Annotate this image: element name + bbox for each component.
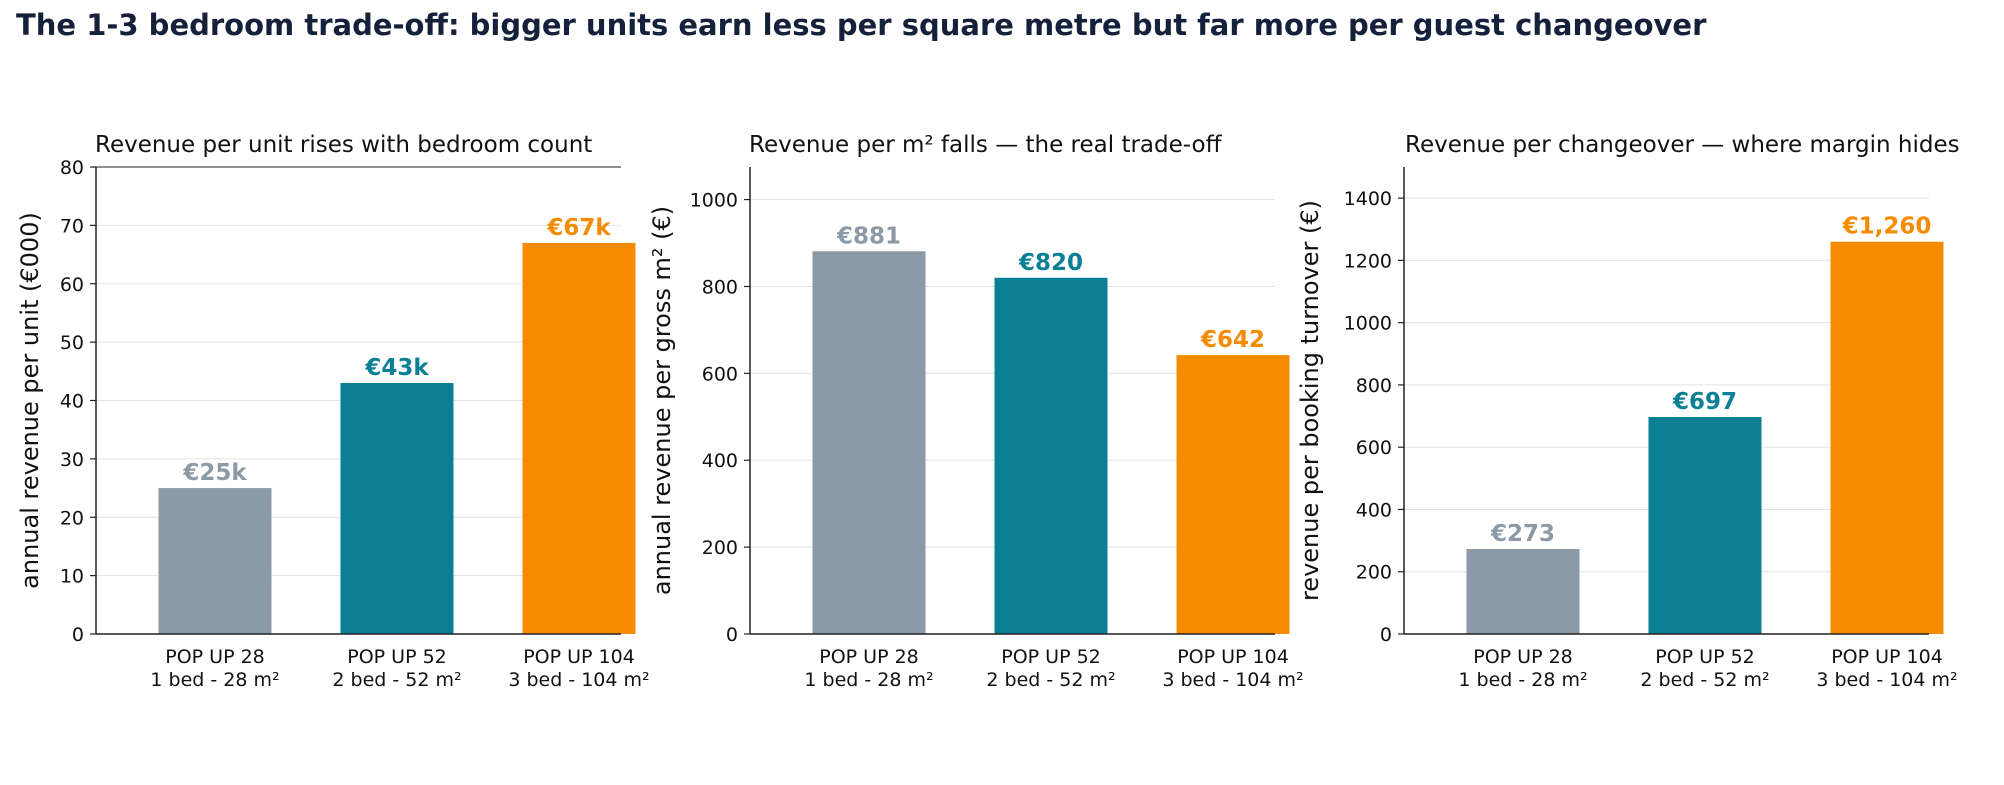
y-tick-label: 50: [60, 332, 84, 354]
y-tick-label: 0: [1380, 624, 1392, 646]
y-tick-label: 70: [60, 215, 84, 237]
page-title: The 1-3 bedroom trade-off: bigger units …: [16, 8, 1707, 42]
bar: [812, 251, 926, 634]
category-sublabel: 2 bed - 52 m²: [1640, 669, 1769, 691]
y-tick-label: 400: [702, 450, 738, 472]
y-tick-label: 800: [1356, 375, 1392, 397]
category-label: POP UP 28: [165, 646, 265, 668]
category-label: POP UP 104: [1177, 646, 1289, 668]
data-label: €43k: [364, 355, 429, 381]
y-tick-label: 200: [702, 537, 738, 559]
y-tick-label: 10: [60, 566, 84, 588]
bar: [522, 242, 636, 634]
category-sublabel: 1 bed - 28 m²: [150, 669, 279, 691]
y-axis-label: revenue per booking turnover (€): [1296, 200, 1324, 601]
category-label: POP UP 52: [347, 646, 447, 668]
y-tick-label: 400: [1356, 499, 1392, 521]
chart-title: Revenue per changeover — where margin hi…: [1405, 132, 1960, 158]
y-tick-label: 600: [702, 363, 738, 385]
y-axis-label: annual revenue per gross m² (€): [648, 206, 676, 595]
category-sublabel: 3 bed - 104 m²: [508, 669, 649, 691]
bar: [158, 488, 272, 634]
y-tick-label: 1400: [1344, 188, 1392, 210]
bar: [1176, 355, 1290, 634]
data-label: €697: [1672, 389, 1737, 415]
category-sublabel: 1 bed - 28 m²: [1458, 669, 1587, 691]
data-label: €1,260: [1842, 214, 1932, 240]
y-tick-label: 80: [60, 157, 84, 179]
category-sublabel: 3 bed - 104 m²: [1162, 669, 1303, 691]
y-tick-label: 40: [60, 391, 84, 413]
y-tick-label: 600: [1356, 437, 1392, 459]
category-label: POP UP 104: [1831, 646, 1943, 668]
bar: [1830, 241, 1944, 634]
bar: [994, 277, 1108, 634]
y-tick-label: 0: [726, 624, 738, 646]
data-label: €642: [1200, 327, 1265, 353]
data-label: €273: [1490, 521, 1555, 547]
y-tick-label: 800: [702, 276, 738, 298]
category-sublabel: 1 bed - 28 m²: [804, 669, 933, 691]
category-label: POP UP 28: [819, 646, 919, 668]
category-sublabel: 2 bed - 52 m²: [986, 669, 1115, 691]
bar: [1648, 417, 1762, 634]
chart-title: Revenue per unit rises with bedroom coun…: [95, 132, 592, 158]
bar: [340, 382, 454, 634]
data-label: €25k: [182, 460, 247, 486]
y-tick-label: 1000: [1344, 313, 1392, 335]
category-sublabel: 2 bed - 52 m²: [332, 669, 461, 691]
category-sublabel: 3 bed - 104 m²: [1816, 669, 1957, 691]
category-label: POP UP 52: [1655, 646, 1755, 668]
y-tick-label: 30: [60, 449, 84, 471]
y-axis-label: annual revenue per unit (€000): [16, 212, 44, 589]
category-label: POP UP 52: [1001, 646, 1101, 668]
y-tick-label: 60: [60, 274, 84, 296]
category-label: POP UP 104: [523, 646, 635, 668]
y-tick-label: 0: [72, 624, 84, 646]
category-label: POP UP 28: [1473, 646, 1573, 668]
y-tick-label: 20: [60, 507, 84, 529]
data-label: €820: [1018, 250, 1083, 276]
y-tick-label: 1000: [690, 190, 738, 212]
y-tick-label: 1200: [1344, 250, 1392, 272]
bar: [1466, 549, 1580, 634]
chart-title: Revenue per m² falls — the real trade-of…: [749, 132, 1223, 158]
y-tick-label: 200: [1356, 562, 1392, 584]
data-label: €67k: [546, 215, 611, 241]
data-label: €881: [836, 223, 901, 249]
